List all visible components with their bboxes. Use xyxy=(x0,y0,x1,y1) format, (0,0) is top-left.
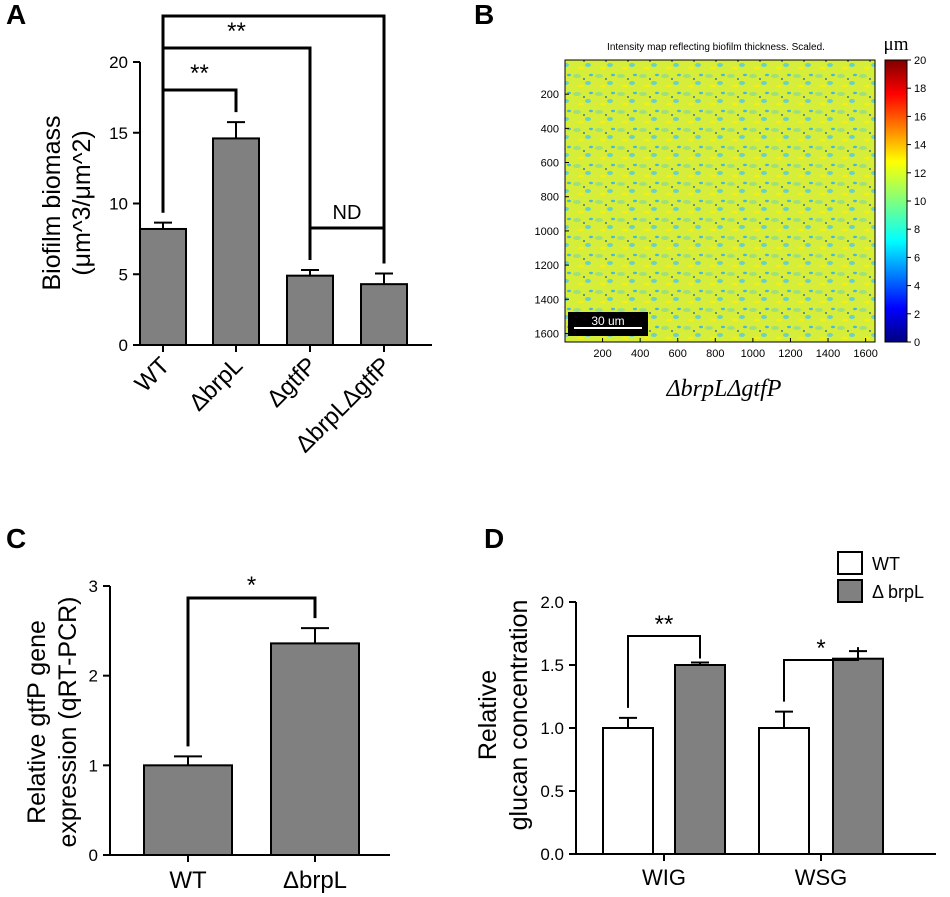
colorbar xyxy=(884,59,908,343)
d-bar-wt xyxy=(602,727,654,855)
d-y-tick-label: 1.0 xyxy=(540,719,564,738)
c-category-label: ΔbrpL xyxy=(283,867,347,894)
a-significance-label: ** xyxy=(264,0,283,13)
b-colorbar-tick-label: 8 xyxy=(914,224,920,236)
d-bar-brpl xyxy=(674,664,726,855)
b-colorbar-tick-label: 0 xyxy=(914,337,920,349)
panel-b-heatmap: Intensity map reflecting biofilm thickne… xyxy=(535,34,927,402)
d-significance-bracket xyxy=(627,635,701,708)
a-bar xyxy=(212,137,260,346)
c-category-label: WT xyxy=(169,867,207,894)
a-significance-bracket xyxy=(308,226,386,264)
colorbar-unit: μm xyxy=(884,34,909,55)
c-bar xyxy=(143,764,233,856)
d-y-tick-label: 0.0 xyxy=(540,845,564,864)
a-y-tick-label: 0 xyxy=(119,336,128,355)
b-x-tick-label: 1400 xyxy=(816,348,840,360)
b-x-tick-label: 800 xyxy=(706,348,724,360)
d-y-tick-label: 1.5 xyxy=(540,656,564,675)
heatmap-title: Intensity map reflecting biofilm thickne… xyxy=(607,42,825,53)
b-colorbar-tick-label: 4 xyxy=(914,281,920,293)
a-category-label: WT xyxy=(130,352,176,398)
d-significance-bracket xyxy=(783,647,859,702)
b-y-tick-label: 200 xyxy=(541,89,559,101)
b-x-tick-label: 600 xyxy=(669,348,687,360)
b-colorbar-tick-label: 18 xyxy=(914,83,926,95)
a-significance-bracket xyxy=(161,14,386,264)
b-colorbar-tick-label: 16 xyxy=(914,111,926,123)
panel-c-chart: Relative gtfP gene expression (qRT-PCR) … xyxy=(23,572,390,894)
b-y-tick-label: 800 xyxy=(541,192,559,204)
b-colorbar-tick-label: 2 xyxy=(914,309,920,321)
d-y-tick-label: 2.0 xyxy=(540,593,564,612)
panel-d-label: D xyxy=(484,523,504,554)
d-significance-label: * xyxy=(816,635,825,662)
d-legend-swatch xyxy=(837,551,863,575)
d-category-label: WSG xyxy=(795,865,848,890)
panel-c-label: C xyxy=(6,523,26,554)
c-bar xyxy=(270,642,360,856)
b-y-tick-label: 400 xyxy=(541,123,559,135)
panel-d-ylabel-line2: glucan concentration xyxy=(505,600,533,831)
panel-a-chart: Biofilm biomass (μm^3/μm^2) 0 5 10 15 20 WT Δb… xyxy=(38,0,432,458)
a-significance-label: ND xyxy=(333,202,362,224)
a-y-tick-label: 10 xyxy=(109,195,128,214)
c-y-tick-label: 3 xyxy=(89,577,98,596)
heatmap-image xyxy=(564,59,876,343)
d-legend-label: Δ brpL xyxy=(872,582,924,602)
c-y-tick-label: 0 xyxy=(89,846,98,865)
a-significance-label: ** xyxy=(227,18,246,45)
a-category-label: ΔgtfP xyxy=(262,352,323,413)
b-x-tick-label: 1600 xyxy=(853,348,877,360)
c-y-tick-label: 2 xyxy=(89,667,98,686)
a-significance-label: ** xyxy=(190,60,209,87)
a-bar xyxy=(360,283,408,346)
panel-a-ylabel-line1: Biofilm biomass xyxy=(38,115,66,290)
a-category-label: ΔbrpL xyxy=(184,352,248,416)
b-y-tick-label: 1000 xyxy=(535,226,559,238)
panel-a-ylabel-line2: (μm^3/μm^2) xyxy=(68,130,96,275)
b-x-tick-label: 1000 xyxy=(741,348,765,360)
b-colorbar-tick-label: 12 xyxy=(914,168,926,180)
d-bar-wt xyxy=(758,727,810,855)
b-x-tick-label: 200 xyxy=(593,348,611,360)
a-bar xyxy=(139,227,187,346)
scale-bar-box xyxy=(568,312,648,336)
panel-c-ylabel-line2: expression (qRT-PCR) xyxy=(54,596,82,847)
b-y-tick-label: 600 xyxy=(541,158,559,170)
panel-c-ylabel-line1: Relative gtfP gene xyxy=(23,620,51,824)
d-legend-swatch xyxy=(837,579,863,603)
b-y-tick-label: 1200 xyxy=(535,260,559,272)
d-bar-brpl xyxy=(832,657,884,856)
b-x-tick-label: 400 xyxy=(631,348,649,360)
b-colorbar-tick-label: 10 xyxy=(914,196,926,208)
a-y-tick-label: 15 xyxy=(109,124,128,143)
panel-a-label: A xyxy=(6,0,26,30)
a-y-tick-label: 20 xyxy=(109,53,128,72)
scale-bar-label: 30 um xyxy=(591,314,624,328)
b-colorbar-tick-label: 14 xyxy=(914,140,926,152)
d-legend-label: WT xyxy=(872,554,900,574)
d-category-label: WIG xyxy=(642,865,686,890)
a-bar xyxy=(286,274,334,347)
heatmap-caption: ΔbrpLΔgtfP xyxy=(666,376,782,402)
d-y-tick-label: 0.5 xyxy=(540,782,564,801)
c-significance-bracket xyxy=(186,596,317,747)
b-colorbar-tick-label: 6 xyxy=(914,252,920,264)
c-y-tick-label: 1 xyxy=(89,756,98,775)
b-y-tick-label: 1400 xyxy=(535,294,559,306)
b-colorbar-tick-label: 20 xyxy=(914,55,926,67)
b-y-tick-label: 1600 xyxy=(535,328,559,340)
panel-b-label: B xyxy=(474,0,494,30)
b-x-tick-label: 1200 xyxy=(778,348,802,360)
panel-d-chart: Relative glucan concentration 0.0 0.5 1.0 1… xyxy=(474,551,936,890)
panel-d-ylabel-line1: Relative xyxy=(474,670,502,760)
c-significance-label: * xyxy=(247,572,256,599)
a-y-tick-label: 5 xyxy=(119,265,128,284)
d-significance-label: ** xyxy=(655,611,674,638)
